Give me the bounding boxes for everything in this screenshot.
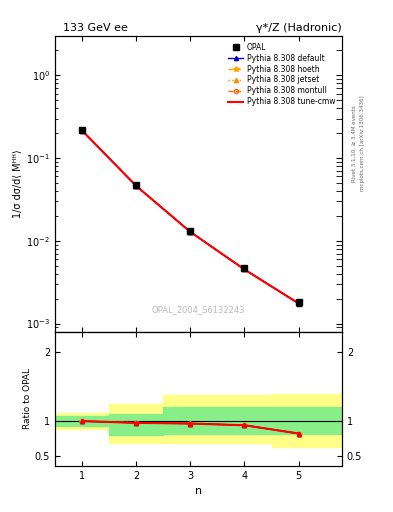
- Legend: OPAL, Pythia 8.308 default, Pythia 8.308 hoeth, Pythia 8.308 jetset, Pythia 8.30: OPAL, Pythia 8.308 default, Pythia 8.308…: [225, 39, 338, 110]
- Text: mcplots.cern.ch [arXiv:1306.3436]: mcplots.cern.ch [arXiv:1306.3436]: [360, 96, 365, 191]
- X-axis label: n: n: [195, 486, 202, 496]
- Text: Rivet 3.1.10, ≥ 3.4M events: Rivet 3.1.10, ≥ 3.4M events: [352, 105, 357, 182]
- Text: 133 GeV ee: 133 GeV ee: [63, 23, 128, 33]
- Text: γ*/Z (Hadronic): γ*/Z (Hadronic): [256, 23, 342, 33]
- Y-axis label: Ratio to OPAL: Ratio to OPAL: [23, 368, 32, 429]
- Text: OPAL_2004_S6132243: OPAL_2004_S6132243: [152, 305, 245, 314]
- Y-axis label: 1/σ dσ/d⟨ Mᴴᴴ⟩: 1/σ dσ/d⟨ Mᴴᴴ⟩: [13, 150, 24, 218]
